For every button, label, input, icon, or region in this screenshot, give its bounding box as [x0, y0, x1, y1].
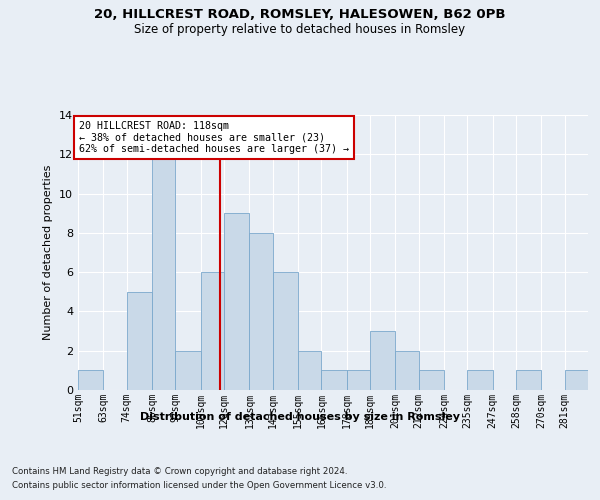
Bar — [201, 272, 224, 390]
Bar — [127, 292, 152, 390]
Bar — [565, 370, 588, 390]
Bar — [272, 272, 298, 390]
Bar — [224, 213, 250, 390]
Bar — [395, 350, 419, 390]
Text: Size of property relative to detached houses in Romsley: Size of property relative to detached ho… — [134, 22, 466, 36]
Bar — [250, 233, 272, 390]
Text: Contains HM Land Registry data © Crown copyright and database right 2024.: Contains HM Land Registry data © Crown c… — [12, 468, 347, 476]
Bar — [152, 154, 175, 390]
Bar — [467, 370, 493, 390]
Text: Distribution of detached houses by size in Romsley: Distribution of detached houses by size … — [140, 412, 460, 422]
Bar — [322, 370, 347, 390]
Bar — [298, 350, 322, 390]
Bar — [175, 350, 201, 390]
Text: 20 HILLCREST ROAD: 118sqm
← 38% of detached houses are smaller (23)
62% of semi-: 20 HILLCREST ROAD: 118sqm ← 38% of detac… — [79, 121, 349, 154]
Bar — [419, 370, 444, 390]
Bar — [370, 331, 395, 390]
Bar — [347, 370, 370, 390]
Text: 20, HILLCREST ROAD, ROMSLEY, HALESOWEN, B62 0PB: 20, HILLCREST ROAD, ROMSLEY, HALESOWEN, … — [94, 8, 506, 20]
Y-axis label: Number of detached properties: Number of detached properties — [43, 165, 53, 340]
Bar — [78, 370, 103, 390]
Bar — [516, 370, 541, 390]
Text: Contains public sector information licensed under the Open Government Licence v3: Contains public sector information licen… — [12, 481, 386, 490]
